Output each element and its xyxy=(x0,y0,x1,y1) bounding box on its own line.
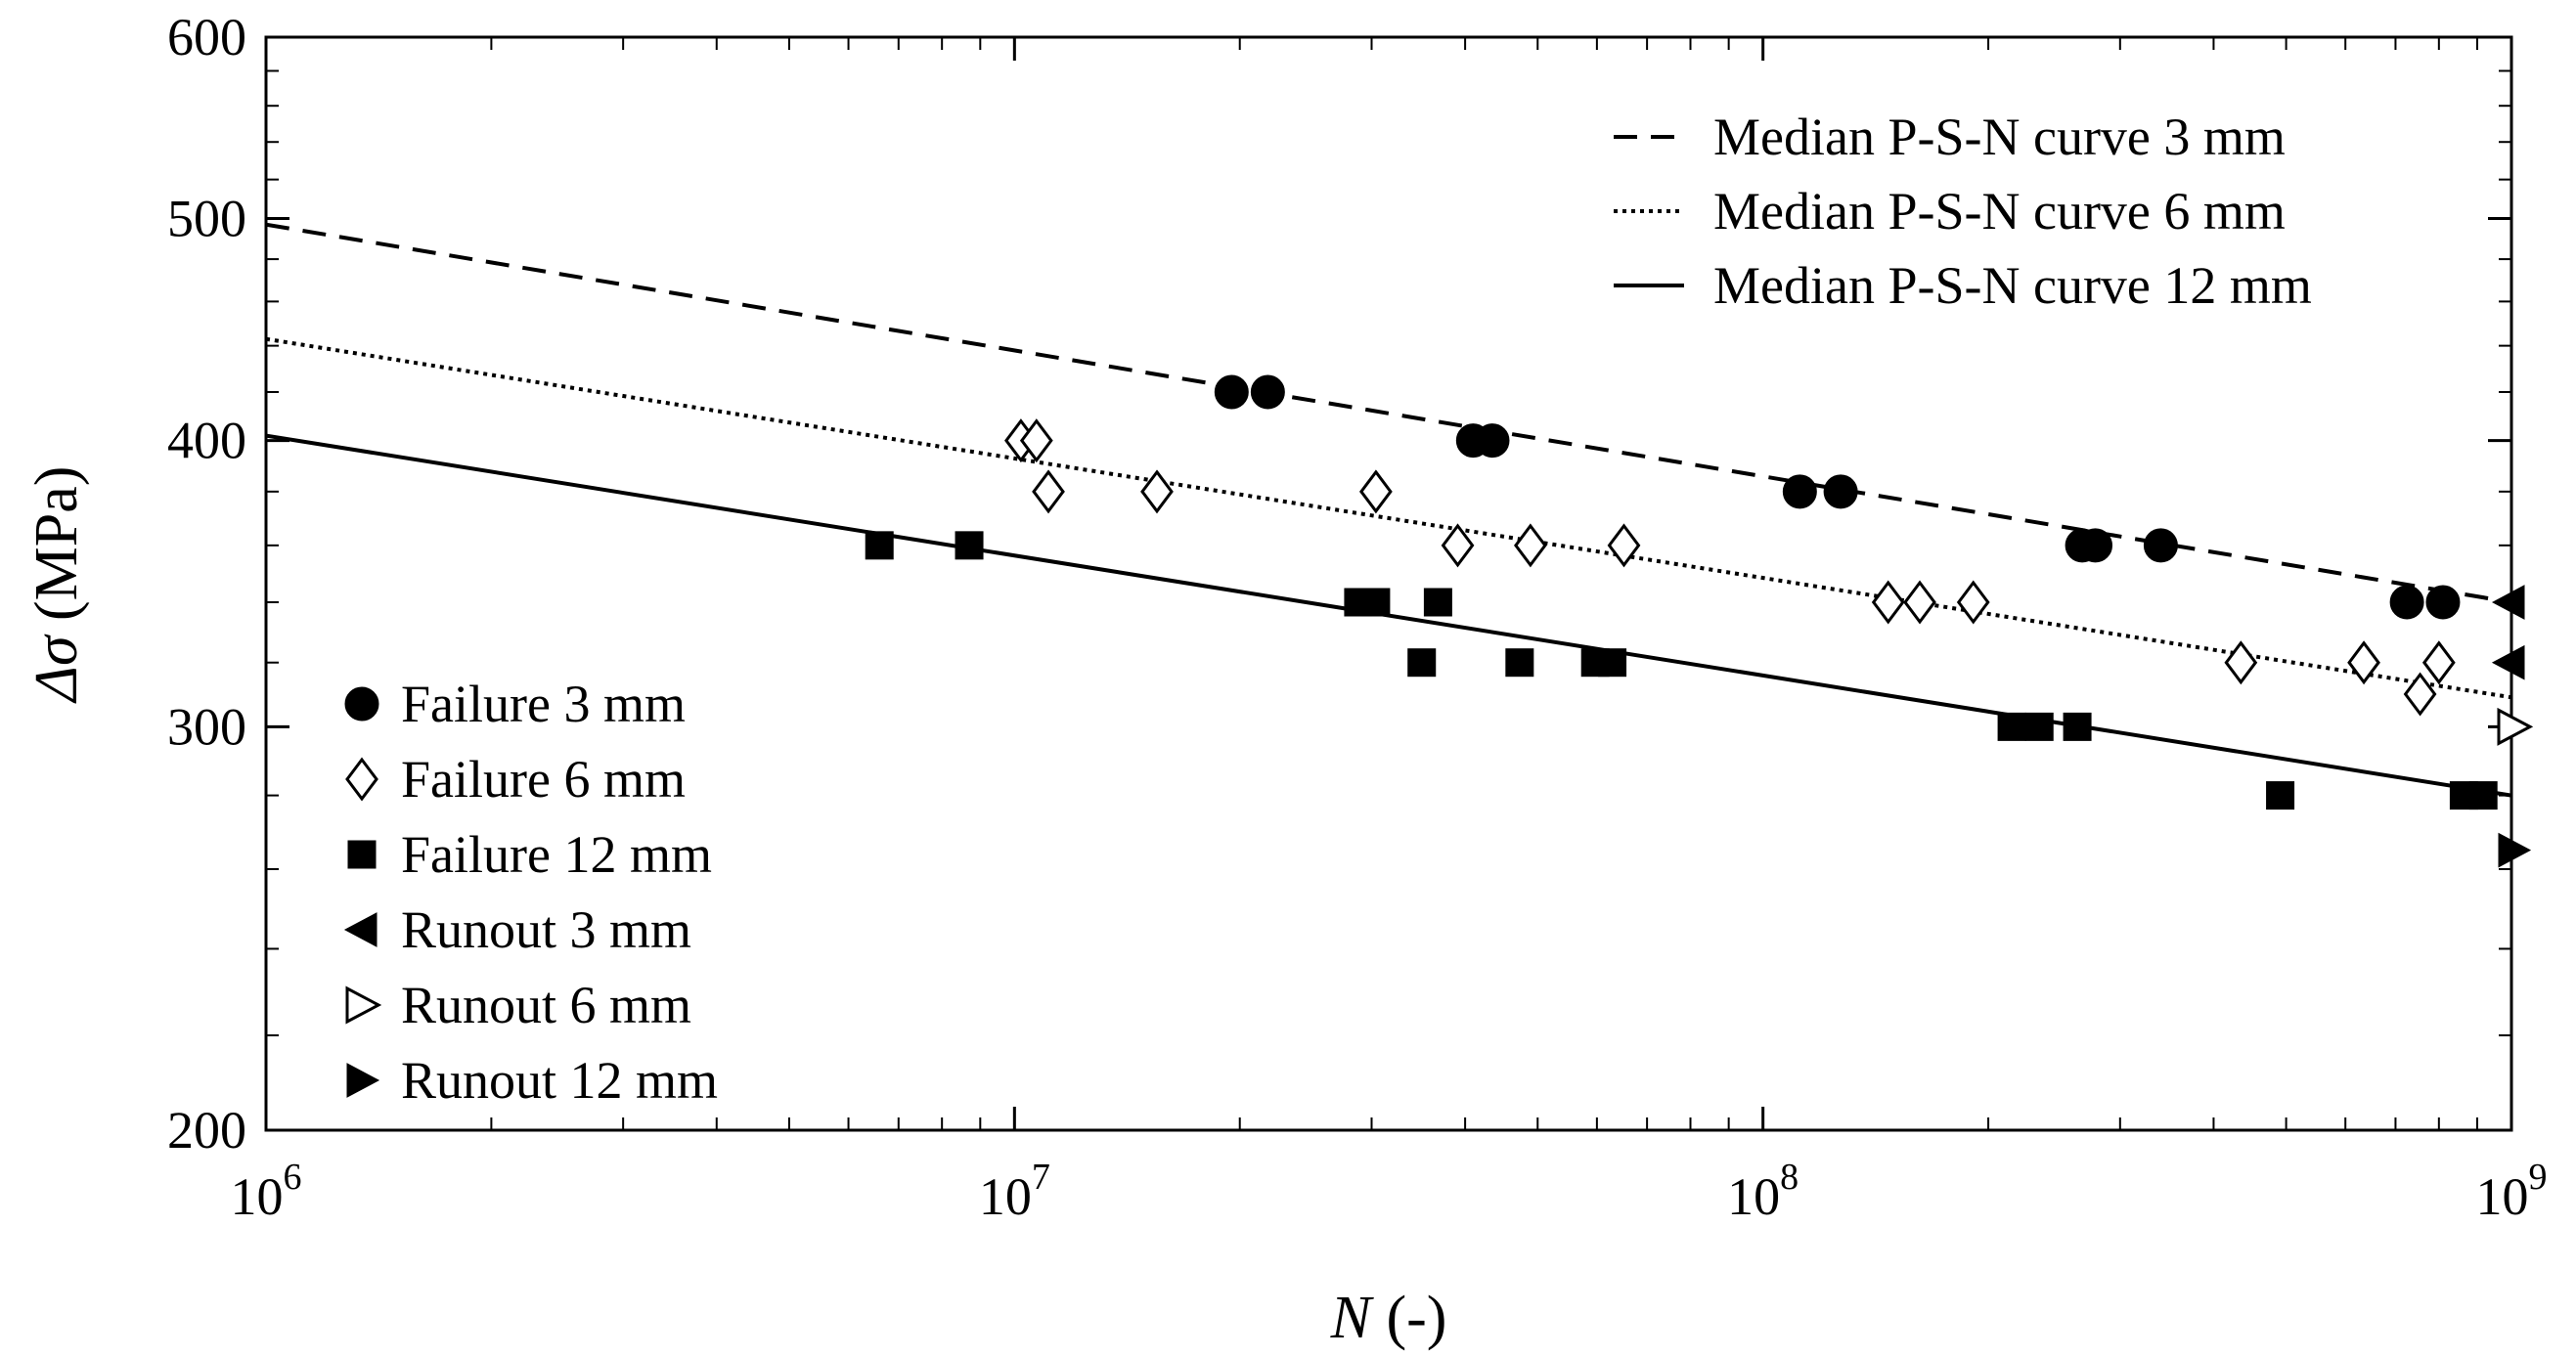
point-runout-6-mm xyxy=(2497,707,2534,746)
point-failure-12-mm xyxy=(1361,588,1391,617)
point-failure-12-mm xyxy=(865,531,894,560)
y-tick-label: 600 xyxy=(167,8,246,66)
point-failure-12-mm xyxy=(2468,781,2498,810)
legend-marker-runout-3-mm xyxy=(343,912,378,947)
y-tick-label: 300 xyxy=(167,697,246,756)
point-failure-6-mm xyxy=(1903,580,1936,625)
legend-line-label: Median P-S-N curve 6 mm xyxy=(1713,182,2286,241)
legend-marker-label: Failure 6 mm xyxy=(401,750,686,809)
point-failure-6-mm xyxy=(1607,523,1641,568)
point-failure-3-mm xyxy=(2425,585,2461,620)
point-failure-3-mm xyxy=(2078,528,2113,563)
y-tick-label: 200 xyxy=(167,1101,246,1160)
y-tick-label: 500 xyxy=(167,190,246,248)
point-failure-3-mm xyxy=(2143,528,2178,563)
plot-frame xyxy=(264,35,2513,1132)
point-failure-12-mm xyxy=(1505,648,1534,678)
legend-lines: Median P-S-N curve 3 mm Median P-S-N curv… xyxy=(1614,108,2312,315)
legend-marker-runout-6-mm xyxy=(345,985,382,1025)
point-runout-3-mm xyxy=(2491,644,2525,680)
point-failure-12-mm xyxy=(1997,712,2026,741)
point-failure-6-mm xyxy=(1032,469,1065,514)
point-failure-6-mm xyxy=(1871,580,1905,625)
point-failure-12-mm xyxy=(1407,648,1437,678)
point-failure-12-mm xyxy=(2063,712,2092,741)
axis-ticks: 106 107 108 109 200 300 400 500 600 xyxy=(167,8,2548,1226)
point-failure-12-mm xyxy=(1423,588,1452,617)
point-runout-3-mm xyxy=(2491,585,2525,620)
legend-marker-failure-3-mm xyxy=(344,686,379,722)
point-failure-6-mm xyxy=(1359,469,1393,514)
point-failure-6-mm xyxy=(1441,523,1475,568)
y-axis-title: Δσ (MPa) xyxy=(23,466,90,705)
point-failure-6-mm xyxy=(1140,469,1174,514)
median-curve-3mm xyxy=(266,222,2511,604)
point-failure-12-mm xyxy=(1598,648,1627,678)
x-tick-label: 107 xyxy=(979,1157,1050,1226)
point-failure-6-mm xyxy=(1514,523,1547,568)
point-failure-6-mm xyxy=(1019,418,1053,463)
legend-marker-label: Failure 12 mm xyxy=(401,825,712,884)
legend-marker-runout-12-mm xyxy=(346,1063,380,1098)
point-failure-6-mm xyxy=(2403,672,2437,717)
point-failure-6-mm xyxy=(1956,580,1990,625)
x-tick-label: 108 xyxy=(1727,1157,1799,1226)
y-tick-label: 400 xyxy=(167,412,246,470)
point-failure-3-mm xyxy=(1823,474,1858,509)
data-points xyxy=(865,374,2534,868)
point-failure-6-mm xyxy=(2224,640,2258,685)
legend-line-label: Median P-S-N curve 12 mm xyxy=(1713,256,2312,315)
point-failure-3-mm xyxy=(1250,374,1285,410)
point-failure-3-mm xyxy=(2389,585,2424,620)
point-failure-3-mm xyxy=(1475,423,1510,459)
point-failure-12-mm xyxy=(2266,781,2295,810)
point-runout-12-mm xyxy=(2498,832,2532,868)
point-failure-6-mm xyxy=(2421,640,2456,685)
median-curve-6mm xyxy=(266,336,2511,700)
legend-markers: Failure 3 mm Failure 6 mm Failure 12 mm Run… xyxy=(343,675,718,1110)
point-failure-3-mm xyxy=(1782,474,1817,509)
x-tick-label: 106 xyxy=(231,1157,302,1226)
legend-marker-failure-6-mm xyxy=(345,757,378,802)
point-failure-12-mm xyxy=(2024,712,2054,741)
legend-marker-label: Runout 6 mm xyxy=(401,976,691,1034)
legend-marker-failure-12-mm xyxy=(347,840,377,869)
legend-marker-label: Failure 3 mm xyxy=(401,675,686,733)
point-failure-12-mm xyxy=(955,531,984,560)
x-axis-title: N (-) xyxy=(1330,1285,1447,1351)
legend-marker-label: Runout 12 mm xyxy=(401,1051,718,1110)
point-failure-6-mm xyxy=(2347,640,2380,685)
point-failure-3-mm xyxy=(1214,374,1249,410)
x-tick-label: 109 xyxy=(2476,1157,2548,1226)
legend-line-label: Median P-S-N curve 3 mm xyxy=(1713,108,2286,166)
legend-marker-label: Runout 3 mm xyxy=(401,900,691,959)
